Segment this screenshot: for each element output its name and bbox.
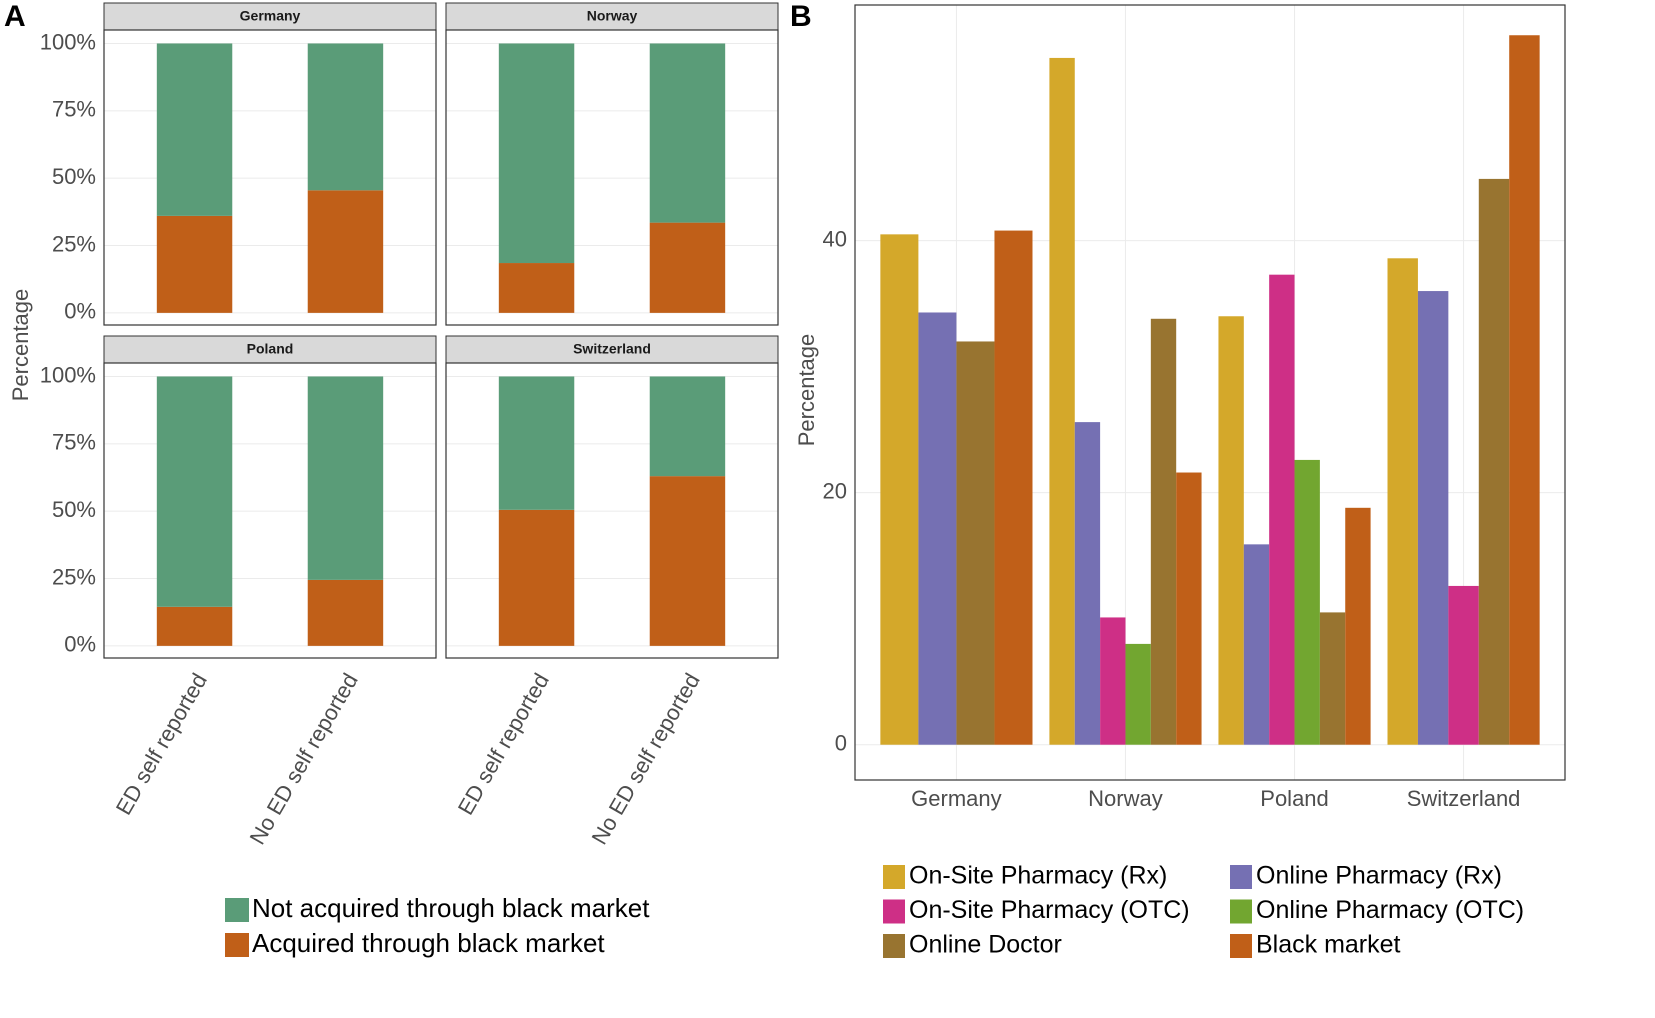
y-tick-label: 40 — [823, 226, 847, 251]
bar — [1509, 35, 1540, 745]
bar — [1448, 585, 1479, 745]
bar-segment — [649, 476, 726, 646]
bar-segment — [307, 376, 384, 580]
bar — [1417, 291, 1449, 745]
bar — [1150, 318, 1177, 745]
bar — [880, 234, 919, 745]
panel-border — [103, 362, 437, 659]
y-tick-label: 0 — [835, 731, 847, 756]
bar — [1319, 612, 1346, 745]
bar — [956, 341, 995, 745]
y-tick-label: 0% — [64, 299, 96, 324]
y-tick-label: 50% — [52, 497, 96, 522]
y-tick-label: 100% — [40, 29, 96, 54]
legend-label: Not acquired through black market — [252, 893, 650, 923]
legend-swatch — [1230, 934, 1252, 958]
x-tick-label: No ED self reported — [587, 669, 705, 849]
bar — [994, 230, 1033, 745]
bar — [1049, 57, 1075, 745]
y-tick-label: 25% — [52, 231, 96, 256]
facet-title: Switzerland — [573, 341, 651, 357]
y-tick-label: 100% — [40, 362, 96, 387]
panel-border — [445, 29, 779, 326]
x-tick-label: No ED self reported — [245, 669, 363, 849]
legend-swatch — [1230, 865, 1252, 889]
legend-swatch — [883, 865, 905, 889]
panel-background — [446, 30, 778, 325]
bar-segment — [307, 43, 384, 191]
bar-segment — [649, 222, 726, 313]
legend-swatch — [883, 899, 905, 924]
bar-segment — [156, 43, 233, 216]
x-tick-label: Germany — [911, 786, 1001, 811]
bar-segment — [649, 43, 726, 223]
bar-segment — [498, 43, 575, 264]
y-tick-label: 50% — [52, 164, 96, 189]
bar-segment — [649, 376, 726, 477]
panel-label: A — [4, 0, 26, 33]
legend-label: Online Doctor — [909, 931, 1062, 959]
bar — [1294, 459, 1320, 745]
facet-title: Germany — [240, 8, 301, 24]
bar-segment — [498, 263, 575, 313]
bar-segment — [156, 376, 233, 607]
legend-swatch — [225, 933, 249, 957]
bar — [918, 312, 957, 745]
legend-label: Online Pharmacy (Rx) — [1256, 862, 1502, 890]
legend-label: Acquired through black market — [252, 928, 605, 958]
panel-border — [445, 362, 779, 659]
facet-strip — [445, 335, 779, 364]
legend-label: On-Site Pharmacy (OTC) — [909, 896, 1190, 924]
bar — [1176, 472, 1202, 745]
facet-title: Norway — [587, 8, 638, 24]
bar — [1218, 316, 1244, 745]
panel-border — [854, 4, 1566, 781]
bar — [1387, 258, 1418, 745]
facet-strip — [103, 335, 437, 364]
bar — [1125, 643, 1151, 745]
y-tick-label: 20 — [823, 478, 847, 503]
bar-segment — [498, 509, 575, 646]
x-tick-label: Poland — [1260, 786, 1329, 811]
bar — [1243, 544, 1270, 745]
y-tick-label: 0% — [64, 632, 96, 657]
bar — [1100, 617, 1126, 745]
bar — [1478, 178, 1510, 745]
legend-swatch — [883, 934, 905, 958]
legend-swatch — [1230, 899, 1252, 924]
x-tick-label: Norway — [1088, 786, 1163, 811]
y-axis-label: Percentage — [794, 334, 819, 447]
x-tick-label: Switzerland — [1407, 786, 1521, 811]
y-tick-label: 75% — [52, 97, 96, 122]
panel-background — [104, 30, 436, 325]
legend-label: On-Site Pharmacy (Rx) — [909, 862, 1167, 890]
facet-title: Poland — [247, 341, 294, 357]
y-axis-label: Percentage — [8, 289, 33, 402]
bar-segment — [156, 606, 233, 646]
bar — [1269, 274, 1295, 745]
facet-strip — [103, 2, 437, 31]
bar — [1345, 507, 1371, 745]
bar-segment — [307, 579, 384, 646]
bar-segment — [156, 215, 233, 313]
x-tick-label: ED self reported — [453, 669, 554, 819]
y-tick-label: 75% — [52, 430, 96, 455]
legend-swatch — [225, 898, 249, 922]
panel-label: B — [790, 0, 812, 33]
y-tick-label: 25% — [52, 564, 96, 589]
x-tick-label: ED self reported — [111, 669, 212, 819]
bar — [1074, 422, 1101, 745]
facet-strip — [445, 2, 779, 31]
bar-segment — [307, 190, 384, 313]
panel-border — [103, 29, 437, 326]
bar-segment — [498, 376, 575, 510]
legend-label: Black market — [1256, 931, 1401, 959]
panel-background — [104, 363, 436, 658]
panel-background — [446, 363, 778, 658]
legend-label: Online Pharmacy (OTC) — [1256, 896, 1524, 924]
